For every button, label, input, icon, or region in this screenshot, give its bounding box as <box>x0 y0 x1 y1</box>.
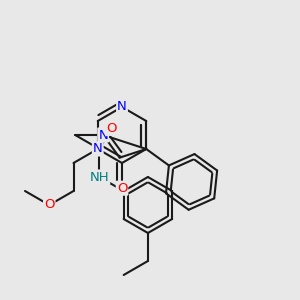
Text: O: O <box>44 199 55 212</box>
Text: O: O <box>106 122 117 135</box>
Text: N: N <box>93 142 103 155</box>
Text: N: N <box>117 100 127 113</box>
Text: NH: NH <box>90 170 109 184</box>
Text: O: O <box>117 182 127 195</box>
Text: N: N <box>98 128 108 142</box>
